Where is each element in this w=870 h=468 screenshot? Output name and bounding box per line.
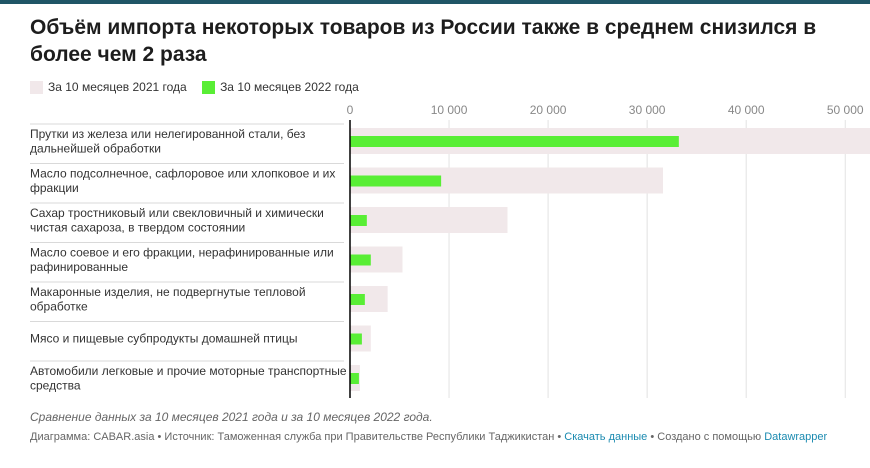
x-tick-label: 20 000 (530, 103, 567, 117)
category-label-line: чистая сахароза, в твердом состоянии (30, 221, 245, 235)
bar-2022 (350, 215, 367, 226)
x-tick-label: 30 000 (629, 103, 666, 117)
bar-2022 (350, 136, 679, 147)
category-label-line: Мясо и пищевые субпродукты домашней птиц… (30, 332, 298, 346)
bar-2021 (350, 207, 508, 233)
chart-title: Объём импорта некоторых товаров из Росси… (30, 16, 817, 66)
category-label-line: обработке (30, 300, 88, 314)
category-label-line: Прутки из железа или нелегированной стал… (30, 127, 306, 141)
footer-separator: • (647, 431, 658, 443)
x-tick-label: 10 000 (431, 103, 468, 117)
legend-swatch-2022 (202, 80, 216, 94)
footer-separator: • (154, 431, 165, 443)
datawrapper-link[interactable]: Datawrapper (764, 431, 828, 443)
chart-notes: Сравнение данных за 10 месяцев 2021 года… (30, 410, 433, 424)
legend-item-2022: За 10 месяцев 2022 года (202, 80, 359, 94)
download-data-link[interactable]: Скачать данные (564, 431, 648, 443)
legend-label-2022: За 10 месяцев 2022 года (220, 80, 359, 94)
category-label-line: средства (30, 379, 81, 393)
footer-created-with: Создано с помощью (657, 431, 765, 443)
footer-source: Источник: Таможенная служба при Правител… (164, 431, 555, 443)
category-label-line: Масло подсолнечное, сафлоровое или хлопк… (30, 167, 335, 181)
footer-separator: • (554, 431, 565, 443)
legend-label-2021: За 10 месяцев 2021 года (48, 80, 187, 94)
category-label: Масло подсолнечное, сафлоровое или хлопк… (30, 167, 335, 196)
bar-2022 (350, 373, 359, 384)
category-label-line: Сахар тростниковый или свекловичный и хи… (30, 206, 324, 220)
category-label: Автомобили легковые и прочие моторные тр… (30, 364, 347, 393)
bar-2022 (350, 294, 365, 305)
bar-2022 (350, 333, 362, 345)
x-tick-label: 50 000 (827, 103, 864, 117)
category-label: Мясо и пищевые субпродукты домашней птиц… (30, 332, 298, 346)
category-label: Прутки из железа или нелегированной стал… (30, 127, 306, 156)
bar-2022 (350, 175, 442, 187)
bar-2022 (350, 254, 371, 266)
x-tick-label: 40 000 (728, 103, 765, 117)
category-label-line: Макаронные изделия, не подвергнутые тепл… (30, 285, 306, 299)
category-label-line: Масло соевое и его фракции, нерафинирова… (30, 246, 334, 260)
legend-swatch-2021 (30, 80, 43, 94)
category-label: Сахар тростниковый или свекловичный и хи… (30, 206, 324, 235)
legend: За 10 месяцев 2021 года За 10 месяцев 20… (30, 80, 371, 96)
category-label: Масло соевое и его фракции, нерафинирова… (30, 246, 334, 275)
category-label-line: дальнейшей обработки (30, 142, 161, 156)
top-accent-bar (0, 0, 870, 4)
category-label-line: Автомобили легковые и прочие моторные тр… (30, 364, 347, 378)
legend-item-2021: За 10 месяцев 2021 года (30, 80, 187, 94)
chart-footer: Диаграмма: CABAR.asia • Источник: Таможе… (30, 431, 827, 443)
category-label-line: фракции (30, 181, 79, 195)
category-label-line: рафинированные (30, 260, 128, 274)
footer-chart-by: Диаграмма: CABAR.asia (30, 431, 155, 443)
x-tick-label: 0 (347, 103, 354, 117)
category-label: Макаронные изделия, не подвергнутые тепл… (30, 285, 306, 314)
bar-chart: 0 10 000 20 000 30 000 40 000 50 000 Прутки из… (30, 103, 870, 398)
